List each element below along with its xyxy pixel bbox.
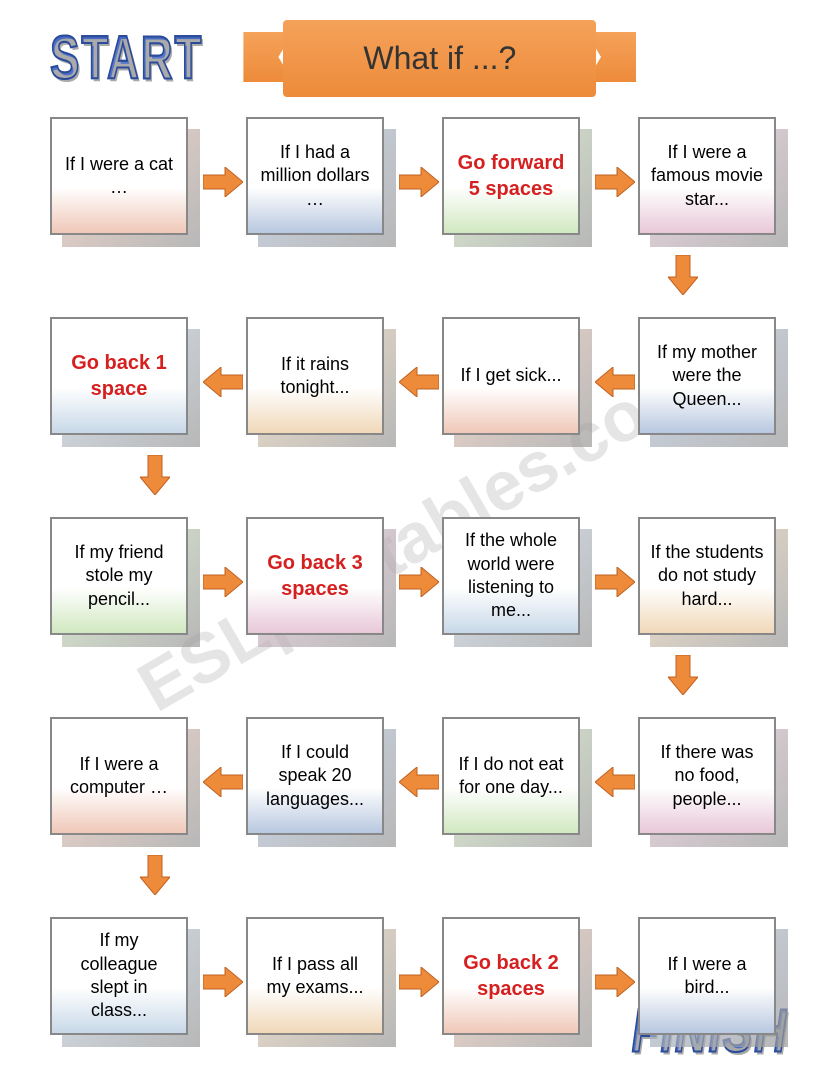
board-card: If there was no food, people... [638, 717, 788, 847]
card-face: If I were a computer … [50, 717, 188, 835]
card-face: If the students do not study hard... [638, 517, 776, 635]
arrow-left-icon [595, 367, 635, 397]
card-face: If I were a famous movie star... [638, 117, 776, 235]
arrow-down-icon [668, 655, 698, 695]
card-face: Go back 2 spaces [442, 917, 580, 1035]
card-text: If I were a famous movie star... [650, 141, 764, 211]
row-connector [50, 877, 788, 887]
board-card: If I pass all my exams... [246, 917, 396, 1047]
arrow-left-icon [203, 367, 243, 397]
card-text: If my friend stole my pencil... [62, 541, 176, 611]
arrow-right-icon [595, 167, 635, 197]
board-card: If my friend stole my pencil... [50, 517, 200, 647]
card-face: If I pass all my exams... [246, 917, 384, 1035]
card-face: If there was no food, people... [638, 717, 776, 835]
card-face: If the whole world were listening to me.… [442, 517, 580, 635]
card-face: If my mother were the Queen... [638, 317, 776, 435]
board-card: If my mother were the Queen... [638, 317, 788, 447]
board-card: If I were a cat … [50, 117, 200, 247]
card-face: If I were a cat … [50, 117, 188, 235]
card-face: If my friend stole my pencil... [50, 517, 188, 635]
card-face: Go back 3 spaces [246, 517, 384, 635]
card-text: If the students do not study hard... [650, 541, 764, 611]
card-face: If I get sick... [442, 317, 580, 435]
board-card: If it rains tonight... [246, 317, 396, 447]
card-text: Go forward 5 spaces [454, 150, 568, 202]
arrow-right-icon [203, 567, 243, 597]
row-connector [50, 477, 788, 487]
board-card: Go back 1 space [50, 317, 200, 447]
arrow-down-icon [668, 255, 698, 295]
row-connector [50, 277, 788, 287]
arrow-left-icon [399, 767, 439, 797]
board-row: If my colleague slept in class... If I pa… [50, 917, 788, 1047]
card-text: If my colleague slept in class... [62, 929, 176, 1023]
card-text: If I could speak 20 languages... [258, 741, 372, 811]
board-card: If I get sick... [442, 317, 592, 447]
board-card: If the whole world were listening to me.… [442, 517, 592, 647]
board-card: Go back 2 spaces [442, 917, 592, 1047]
arrow-right-icon [203, 167, 243, 197]
card-face: If I do not eat for one day... [442, 717, 580, 835]
game-board: If I were a cat … If I had a million doll… [20, 117, 818, 1047]
card-face: If it rains tonight... [246, 317, 384, 435]
card-face: If my colleague slept in class... [50, 917, 188, 1035]
arrow-right-icon [595, 567, 635, 597]
board-row: If I were a cat … If I had a million doll… [50, 117, 788, 247]
card-text: Go back 3 spaces [258, 550, 372, 602]
card-face: If I could speak 20 languages... [246, 717, 384, 835]
card-face: Go forward 5 spaces [442, 117, 580, 235]
board-card: If my colleague slept in class... [50, 917, 200, 1047]
card-text: If I were a cat … [62, 153, 176, 200]
arrow-right-icon [399, 567, 439, 597]
card-text: Go back 1 space [62, 350, 176, 402]
card-face: Go back 1 space [50, 317, 188, 435]
board-row: If my friend stole my pencil... Go back 3… [50, 517, 788, 647]
arrow-down-icon [140, 855, 170, 895]
card-text: Go back 2 spaces [454, 950, 568, 1002]
start-badge: START [50, 24, 203, 94]
card-text: If there was no food, people... [650, 741, 764, 811]
card-text: If I get sick... [460, 364, 561, 387]
board-row: If I were a computer … If I could speak 2… [50, 717, 788, 847]
card-text: If I were a computer … [62, 753, 176, 800]
arrow-right-icon [399, 167, 439, 197]
card-text: If I had a million dollars … [258, 141, 372, 211]
arrow-right-icon [399, 967, 439, 997]
header: START What if ...? [20, 20, 818, 97]
board-card: If I do not eat for one day... [442, 717, 592, 847]
board-card: If I could speak 20 languages... [246, 717, 396, 847]
arrow-down-icon [140, 455, 170, 495]
arrow-left-icon [203, 767, 243, 797]
row-connector [50, 677, 788, 687]
card-text: If I do not eat for one day... [454, 753, 568, 800]
card-face: If I were a bird... [638, 917, 776, 1035]
card-face: If I had a million dollars … [246, 117, 384, 235]
board-card: If the students do not study hard... [638, 517, 788, 647]
title-ribbon: What if ...? [283, 20, 596, 97]
card-text: If my mother were the Queen... [650, 341, 764, 411]
board-card: Go back 3 spaces [246, 517, 396, 647]
board-card: If I were a famous movie star... [638, 117, 788, 247]
board-card: If I were a computer … [50, 717, 200, 847]
board-row: Go back 1 space If it rains tonight... If … [50, 317, 788, 447]
board-card: Go forward 5 spaces [442, 117, 592, 247]
arrow-right-icon [595, 967, 635, 997]
card-text: If it rains tonight... [258, 353, 372, 400]
card-text: If I were a bird... [650, 953, 764, 1000]
board-card: If I were a bird... [638, 917, 788, 1047]
arrow-right-icon [203, 967, 243, 997]
arrow-left-icon [595, 767, 635, 797]
card-text: If I pass all my exams... [258, 953, 372, 1000]
board-card: If I had a million dollars … [246, 117, 396, 247]
card-text: If the whole world were listening to me.… [454, 529, 568, 623]
arrow-left-icon [399, 367, 439, 397]
